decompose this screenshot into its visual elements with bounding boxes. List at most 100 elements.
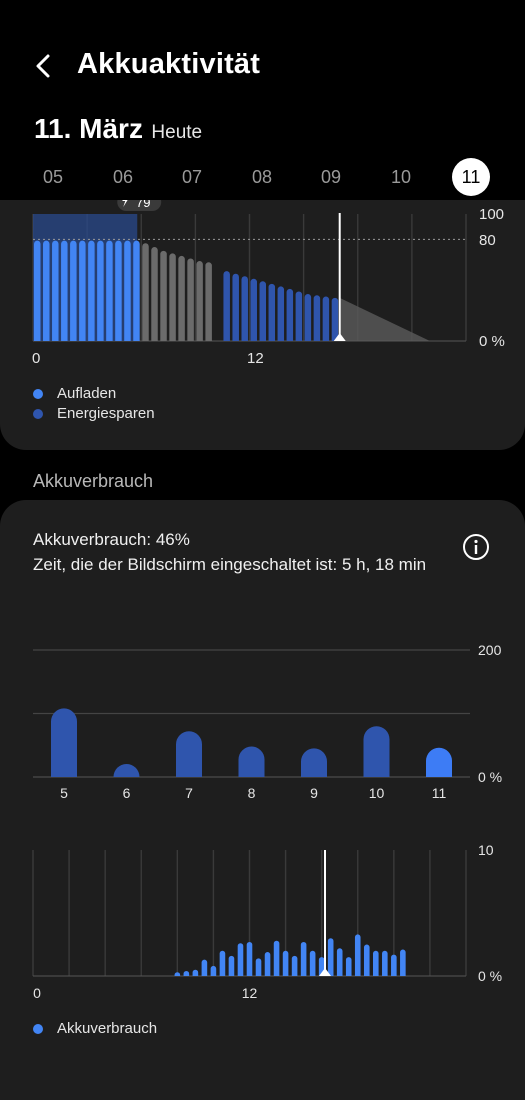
day-bar bbox=[113, 764, 140, 777]
legend-charging: Aufladen bbox=[33, 385, 116, 402]
discharge-bar bbox=[151, 247, 158, 341]
hourly-usage-bar bbox=[246, 941, 253, 976]
charging-bar bbox=[133, 240, 140, 341]
battery-usage-card bbox=[0, 500, 525, 1100]
day-bar bbox=[301, 748, 327, 777]
hourly-usage-bar bbox=[201, 959, 208, 976]
day-label: 9 bbox=[310, 785, 318, 801]
level-x-label-0: 0 bbox=[32, 350, 41, 367]
discharge-bar bbox=[142, 243, 149, 341]
charging-bar bbox=[106, 240, 113, 341]
power-saving-bar bbox=[250, 278, 257, 341]
day-bar bbox=[426, 747, 452, 777]
hourly-usage-bar bbox=[363, 944, 370, 976]
y-tick-label: 0 % bbox=[478, 769, 502, 785]
legend-label: Aufladen bbox=[57, 385, 117, 402]
day-label: 5 bbox=[60, 785, 68, 801]
charging-bar bbox=[97, 240, 104, 341]
power-saving-bar bbox=[241, 276, 248, 341]
hourly-usage-bar bbox=[382, 950, 388, 976]
legend-label: Akkuverbrauch bbox=[57, 1020, 158, 1037]
level-y-label-0: 0 % bbox=[479, 333, 505, 350]
day-label: 7 bbox=[185, 785, 193, 801]
day-label: 10 bbox=[369, 785, 385, 801]
hourly-usage-bar bbox=[174, 972, 181, 976]
hourly-usage-bar bbox=[291, 955, 298, 976]
charging-bar bbox=[124, 240, 131, 341]
hourly-usage-bar bbox=[255, 958, 262, 976]
discharge-bar bbox=[160, 250, 167, 341]
header: Akkuaktivität 11. März Heute 05 06 07 08… bbox=[0, 0, 525, 200]
power-saving-bar bbox=[304, 294, 312, 341]
usage-summary: Akkuverbrauch: 46% bbox=[33, 530, 190, 549]
discharge-bar bbox=[178, 255, 185, 341]
discharge-bar bbox=[187, 258, 194, 341]
hourly-usage-bar bbox=[345, 957, 352, 976]
discharge-bar bbox=[205, 262, 212, 341]
hourly-usage-bar bbox=[228, 955, 235, 976]
power-saving-bar bbox=[223, 271, 230, 341]
screen-time: Zeit, die der Bildschirm eingeschaltet i… bbox=[33, 555, 427, 574]
legend-dot-icon bbox=[33, 388, 43, 399]
legend-usage: Akkuverbrauch bbox=[33, 1020, 157, 1037]
hourly-usage-bar bbox=[273, 940, 280, 976]
y-tick-label: 10 bbox=[478, 842, 494, 858]
charging-bar bbox=[43, 240, 50, 341]
day-bar bbox=[363, 726, 390, 777]
discharge-bar bbox=[169, 253, 176, 341]
day-selector: 05 06 07 08 09 10 11 bbox=[0, 158, 525, 198]
power-saving-bar bbox=[286, 288, 294, 341]
back-arrow-icon[interactable] bbox=[30, 50, 60, 82]
power-saving-bar bbox=[322, 296, 330, 341]
current-time-marker bbox=[319, 968, 331, 976]
day-bar bbox=[238, 746, 265, 777]
day-label: 11 bbox=[432, 785, 447, 801]
hourly-usage-bar bbox=[372, 950, 379, 976]
legend-label: Energiesparen bbox=[57, 405, 155, 422]
info-icon[interactable] bbox=[462, 533, 490, 561]
legend-dot-icon bbox=[33, 1023, 43, 1034]
x-tick-label: 0 bbox=[33, 985, 41, 1001]
day-tab-10[interactable]: 10 bbox=[390, 167, 412, 187]
charging-bar bbox=[52, 240, 59, 341]
date-heading: 11. März Heute bbox=[34, 113, 202, 145]
day-tab-05[interactable]: 05 bbox=[42, 167, 64, 187]
hourly-usage-bar bbox=[183, 970, 190, 976]
hourly-usage-bar bbox=[354, 934, 361, 976]
day-bar bbox=[51, 708, 77, 777]
power-saving-bar bbox=[313, 295, 321, 341]
power-saving-bar bbox=[295, 291, 303, 341]
current-time-marker bbox=[333, 333, 346, 341]
hourly-usage-chart: 10 0 % 0 12 bbox=[32, 842, 502, 1001]
power-saving-bar bbox=[232, 273, 239, 341]
hourly-usage-bar bbox=[282, 950, 289, 976]
legend-dot-icon bbox=[33, 408, 43, 419]
hourly-usage-bar bbox=[210, 965, 217, 976]
hourly-usage-bar bbox=[264, 952, 271, 976]
power-saving-bar bbox=[268, 283, 276, 341]
day-label: 6 bbox=[123, 785, 131, 801]
hourly-usage-bar bbox=[309, 950, 316, 976]
discharge-bar bbox=[196, 260, 203, 341]
day-tab-07[interactable]: 07 bbox=[181, 167, 203, 187]
hourly-usage-bar bbox=[336, 948, 343, 976]
power-saving-bar bbox=[259, 281, 267, 341]
charging-bar bbox=[88, 240, 95, 341]
day-tab-08[interactable]: 08 bbox=[251, 167, 273, 187]
daily-usage-chart: 5 6 7 8 9 10 11 200 0 % bbox=[33, 642, 502, 801]
level-x-label-12: 12 bbox=[247, 350, 264, 367]
battery-level-chart: 79 bbox=[32, 193, 467, 342]
day-tab-09[interactable]: 09 bbox=[320, 167, 342, 187]
y-tick-label: 0 % bbox=[478, 968, 502, 984]
level-y-label-80: 80 bbox=[479, 232, 496, 249]
day-tab-06[interactable]: 06 bbox=[112, 167, 134, 187]
charging-bar bbox=[79, 240, 86, 341]
charging-bar bbox=[115, 240, 122, 341]
hourly-usage-bar bbox=[391, 954, 397, 976]
selected-date: 11. März bbox=[34, 113, 143, 144]
day-label: 8 bbox=[248, 785, 256, 801]
hourly-usage-bar bbox=[219, 950, 226, 976]
day-tab-11[interactable]: 11 bbox=[452, 158, 490, 196]
hourly-usage-bar bbox=[327, 938, 334, 976]
hourly-usage-bar bbox=[192, 969, 199, 976]
